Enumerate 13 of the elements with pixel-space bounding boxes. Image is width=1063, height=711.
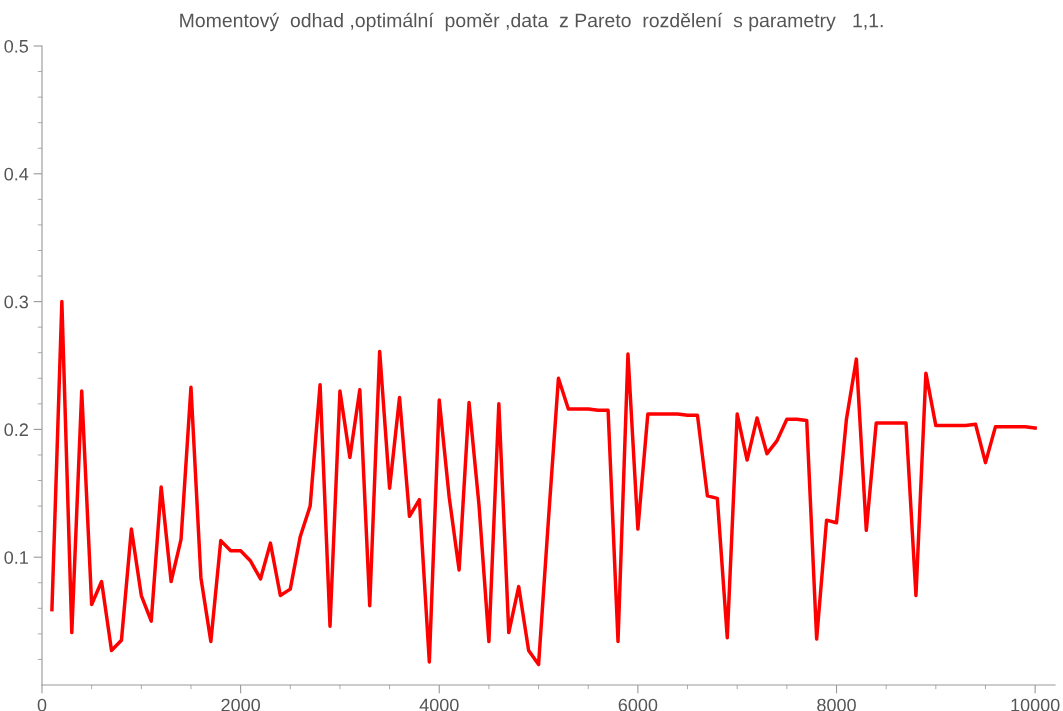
x-tick-label: 4000 bbox=[419, 698, 459, 711]
chart-title: Momentový odhad ,optimální poměr ,data z Pareto rozdělení s parametry 1,1. bbox=[180, 12, 883, 32]
line-series bbox=[50, 299, 1037, 667]
x-tick-label: 0 bbox=[37, 698, 47, 711]
y-tick-label: 0.5 bbox=[4, 39, 29, 53]
x-tick-label: 6000 bbox=[618, 698, 658, 711]
y-tick-label: 0.2 bbox=[4, 423, 28, 437]
x-tick-label: 8000 bbox=[817, 698, 856, 711]
y-tick-label: 0.1 bbox=[4, 551, 28, 564]
y-tick-label: 0.4 bbox=[4, 167, 29, 181]
y-tick-label: 0.3 bbox=[4, 295, 29, 309]
x-tick-label: 10000 bbox=[1011, 698, 1060, 711]
x-tick-label: 2000 bbox=[221, 698, 261, 711]
